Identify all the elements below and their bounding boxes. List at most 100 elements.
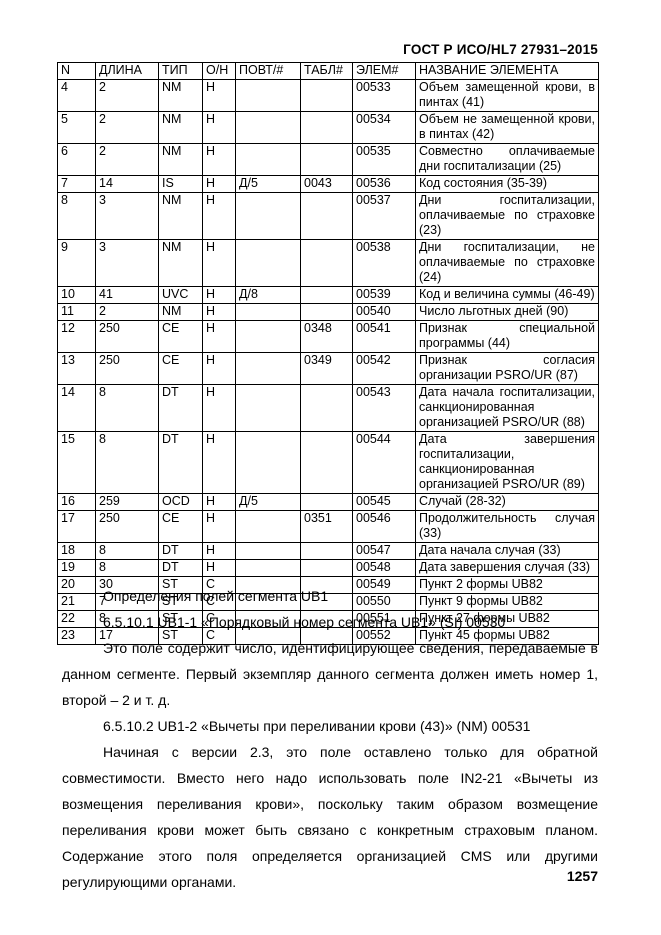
table-cell: С [202,627,236,645]
column-header: ДЛИНА [95,62,159,80]
table-cell: 00547 [352,542,416,560]
table-cell: Н [202,320,236,353]
table-cell: Объем не замещенной крови, в пинтах (42) [415,111,599,144]
table-cell: Дата начала случая (33) [415,542,599,560]
table-cell [300,493,353,511]
segment-fields-table: N ДЛИНА ТИП О/Н ПОВТ/# ТАБЛ# ЭЛЕМ# НАЗВАНИЕ ЭЛЕ… [57,62,599,645]
table-cell [235,320,301,353]
table-cell: NM [158,79,203,112]
table-cell: Дата завершения случая (33) [415,559,599,577]
table-cell: OCD [158,493,203,511]
table-row: 19 8 DT Н 00548 Дата завершения случая (33) [57,559,599,577]
table-cell: Н [202,79,236,112]
table-cell: 8 [95,384,159,432]
table-cell [300,79,353,112]
table-row: 13 250 CE Н 0349 00542 Признак согласия органи… [57,352,599,385]
table-cell: 3 [95,239,159,287]
table-cell: 00542 [352,352,416,385]
table-cell [235,542,301,560]
table-cell: 11 [57,303,96,321]
table-cell: 8 [95,542,159,560]
table-cell: 00539 [352,286,416,304]
table-cell [235,192,301,240]
table-row: 12 250 CE Н 0348 00541 Признак специальной про… [57,320,599,353]
column-header: ТАБЛ# [300,62,353,80]
table-row: 14 8 DT Н 00543 Дата начала госпитализации, с… [57,384,599,432]
table-body: 4 2 NM Н 00533 Объем замещенной крови, в пинт… [57,79,599,645]
table-cell [235,510,301,543]
table-cell: 12 [57,320,96,353]
table-cell: Н [202,286,236,304]
table-cell: Н [202,352,236,385]
table-cell [300,303,353,321]
table-cell: Дни госпитализации, не оплачиваемые по с… [415,239,599,287]
table-cell: NM [158,239,203,287]
column-header: О/Н [202,62,236,80]
table-cell: 8 [95,431,159,494]
table-cell: Код и величина суммы (46-49) [415,286,599,304]
table-cell: Н [202,431,236,494]
table-cell: 00533 [352,79,416,112]
table-cell [235,559,301,577]
column-header: ЭЛЕМ# [352,62,416,80]
table-cell: 00536 [352,175,416,193]
table-cell: 18 [57,542,96,560]
table-cell: 16 [57,493,96,511]
table-cell: Н [202,493,236,511]
table-cell: Н [202,239,236,287]
table-cell: 00548 [352,559,416,577]
table-cell [300,542,353,560]
table-cell [235,431,301,494]
table-cell: Объем замещенной крови, в пинтах (41) [415,79,599,112]
table-cell: 00534 [352,111,416,144]
table-cell: 00541 [352,320,416,353]
table-cell: Число льготных дней (90) [415,303,599,321]
table-cell [235,352,301,385]
table-cell [235,303,301,321]
table-cell: Продолжительность случая (33) [415,510,599,543]
table-cell: 0349 [300,352,353,385]
table-cell: 15 [57,431,96,494]
table-cell: Дни госпитализации, оплачиваемые по стра… [415,192,599,240]
table-cell: 259 [95,493,159,511]
table-row: 16 259 OCD Н Д/5 00545 Случай (28-32) [57,493,599,511]
paragraph: Начиная с версии 2.3, это поле оставлено… [62,744,598,890]
table-cell: CE [158,510,203,543]
table-cell [235,79,301,112]
table-cell: Н [202,175,236,193]
table-cell: UVC [158,286,203,304]
table-cell [300,559,353,577]
table-row: 9 3 NM Н 00538 Дни госпитализации, не оплачив… [57,239,599,287]
table-cell: Д/8 [235,286,301,304]
table-row: 5 2 NM Н 00534 Объем не замещенной крови, в п… [57,111,599,144]
table-cell: 00544 [352,431,416,494]
paragraph: Это поле содержит число, идентифицирующе… [62,640,598,708]
table-cell: ST [158,627,203,645]
table-cell: Д/5 [235,175,301,193]
table-cell: NM [158,192,203,240]
table-row: 23 17 ST С 00552 Пункт 45 формы UB82 [57,627,599,645]
table-cell: 2 [95,303,159,321]
table-cell: Признак согласия организации PSRO/UR (87… [415,352,599,385]
table-cell: Признак специальной программы (44) [415,320,599,353]
table-cell: 250 [95,510,159,543]
table-row: 7 14 IS Н Д/5 0043 00536 Код состояния (35-39) [57,175,599,193]
table-cell: CE [158,320,203,353]
table-cell: 0348 [300,320,353,353]
table-cell: Пункт 27 формы UB82 [415,610,599,628]
table-cell: 00540 [352,303,416,321]
table-cell: Дата завершения госпитализации, санкцион… [415,431,599,494]
table-cell: Н [202,510,236,543]
column-header: ПОВТ/# [235,62,301,80]
table-cell: NM [158,143,203,176]
table-row: 8 3 NM Н 00537 Дни госпитализации, оплачиваем… [57,192,599,240]
table-cell: Дата начала госпитализации, санкциониров… [415,384,599,432]
table-cell: 14 [95,175,159,193]
table-cell: 2 [95,111,159,144]
table-cell: Н [202,559,236,577]
table-cell: 19 [57,559,96,577]
table-cell: 4 [57,79,96,112]
table-cell: 7 [57,175,96,193]
table-cell: 00545 [352,493,416,511]
